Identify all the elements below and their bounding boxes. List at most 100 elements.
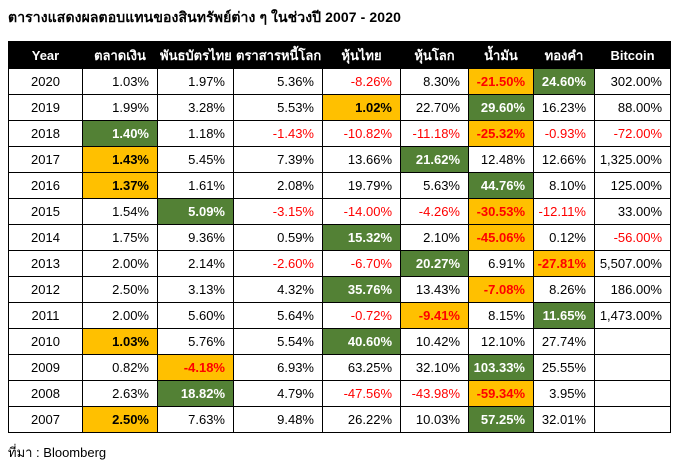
value-cell: 3.13% — [157, 276, 234, 303]
year-cell: 2015 — [8, 198, 83, 225]
table-row: 2019 1.99% 3.28% 5.53% 1.02% 22.70% 29.60% 16.2… — [8, 94, 671, 121]
value-cell: 35.76% — [322, 276, 401, 303]
value-cell: 19.79% — [322, 172, 401, 199]
value-cell: -25.32% — [468, 120, 534, 147]
value-cell: 0.12% — [533, 224, 595, 251]
value-cell: 1.54% — [82, 198, 158, 225]
value-cell: 5,507.00% — [594, 250, 671, 277]
year-cell: 2017 — [8, 146, 83, 173]
source-note: ที่มา : Bloomberg — [8, 445, 107, 460]
value-cell: -4.18% — [157, 354, 234, 381]
value-cell — [594, 406, 671, 433]
value-cell: 3.95% — [533, 380, 595, 407]
value-cell: 18.82% — [157, 380, 234, 407]
column-header: Year — [8, 41, 83, 69]
value-cell: 16.23% — [533, 94, 595, 121]
table-row: 2012 2.50% 3.13% 4.32% 35.76% 13.43% -7.08% 8.2… — [8, 276, 671, 303]
value-cell: 10.03% — [400, 406, 469, 433]
value-cell: 2.00% — [82, 250, 158, 277]
table-row: 2018 1.40% 1.18% -1.43% -10.82% -11.18% -25.32… — [8, 120, 671, 147]
value-cell: 32.10% — [400, 354, 469, 381]
value-cell: 8.30% — [400, 68, 469, 95]
value-cell: -10.82% — [322, 120, 401, 147]
value-cell: 302.00% — [594, 68, 671, 95]
value-cell: 125.00% — [594, 172, 671, 199]
value-cell: 1.61% — [157, 172, 234, 199]
value-cell: 8.15% — [468, 302, 534, 329]
value-cell: 5.36% — [233, 68, 323, 95]
value-cell: -47.56% — [322, 380, 401, 407]
value-cell: -30.53% — [468, 198, 534, 225]
table-row: 2015 1.54% 5.09% -3.15% -14.00% -4.26% -30.53%… — [8, 198, 671, 225]
year-cell: 2018 — [8, 120, 83, 147]
value-cell: 1.99% — [82, 94, 158, 121]
value-cell: 186.00% — [594, 276, 671, 303]
value-cell: 33.00% — [594, 198, 671, 225]
value-cell: -56.00% — [594, 224, 671, 251]
table-row: 2017 1.43% 5.45% 7.39% 13.66% 21.62% 12.48% 12.… — [8, 146, 671, 173]
value-cell: 25.55% — [533, 354, 595, 381]
year-cell: 2016 — [8, 172, 83, 199]
value-cell: -8.26% — [322, 68, 401, 95]
value-cell: 4.79% — [233, 380, 323, 407]
value-cell: 0.82% — [82, 354, 158, 381]
value-cell: 20.27% — [400, 250, 469, 277]
value-cell: 13.43% — [400, 276, 469, 303]
year-cell: 2008 — [8, 380, 83, 407]
table-title: ตารางแสดงผลตอบแทนของสินทรัพย์ต่าง ๆ ในช่… — [8, 9, 401, 25]
year-cell: 2020 — [8, 68, 83, 95]
year-cell: 2009 — [8, 354, 83, 381]
value-cell — [594, 328, 671, 355]
value-cell: 5.60% — [157, 302, 234, 329]
value-cell: 12.66% — [533, 146, 595, 173]
value-cell: 5.64% — [233, 302, 323, 329]
table-row: 2016 1.37% 1.61% 2.08% 19.79% 5.63% 44.76% 8.10… — [8, 172, 671, 199]
value-cell: 2.10% — [400, 224, 469, 251]
value-cell: 4.32% — [233, 276, 323, 303]
column-header: ทองคำ — [533, 41, 595, 69]
value-cell: 12.10% — [468, 328, 534, 355]
column-header: ตลาดเงิน — [82, 41, 158, 69]
table-row: 2009 0.82% -4.18% 6.93% 63.25% 32.10% 103.33% 2… — [8, 354, 671, 381]
column-header: น้ำมัน — [468, 41, 534, 69]
year-cell: 2013 — [8, 250, 83, 277]
value-cell: 1.75% — [82, 224, 158, 251]
value-cell: 32.01% — [533, 406, 595, 433]
value-cell: 15.32% — [322, 224, 401, 251]
value-cell: 5.09% — [157, 198, 234, 225]
value-cell: 27.74% — [533, 328, 595, 355]
value-cell: -3.15% — [233, 198, 323, 225]
value-cell: 1,325.00% — [594, 146, 671, 173]
table-row: 2007 2.50% 7.63% 9.48% 26.22% 10.03% 57.25% 32.… — [8, 406, 671, 433]
value-cell: 0.59% — [233, 224, 323, 251]
value-cell: 10.42% — [400, 328, 469, 355]
value-cell: -45.06% — [468, 224, 534, 251]
table-row: 2008 2.63% 18.82% 4.79% -47.56% -43.98% -59.34… — [8, 380, 671, 407]
year-cell: 2011 — [8, 302, 83, 329]
value-cell: -7.08% — [468, 276, 534, 303]
value-cell: 1,473.00% — [594, 302, 671, 329]
value-cell: 6.91% — [468, 250, 534, 277]
value-cell: -27.81% — [533, 250, 595, 277]
column-header: ตราสารหนี้โลก — [233, 41, 323, 69]
value-cell: 29.60% — [468, 94, 534, 121]
value-cell: -59.34% — [468, 380, 534, 407]
value-cell: 63.25% — [322, 354, 401, 381]
value-cell: -11.18% — [400, 120, 469, 147]
value-cell: 8.10% — [533, 172, 595, 199]
value-cell: 5.53% — [233, 94, 323, 121]
value-cell: 21.62% — [400, 146, 469, 173]
value-cell: -2.60% — [233, 250, 323, 277]
value-cell: 2.14% — [157, 250, 234, 277]
value-cell: 7.63% — [157, 406, 234, 433]
value-cell: 9.48% — [233, 406, 323, 433]
column-header: หุ้นไทย — [322, 41, 401, 69]
value-cell: -1.43% — [233, 120, 323, 147]
value-cell: 6.93% — [233, 354, 323, 381]
value-cell: -0.72% — [322, 302, 401, 329]
table-row: 2013 2.00% 2.14% -2.60% -6.70% 20.27% 6.91% -27… — [8, 250, 671, 277]
column-header: พันธบัตรไทย — [157, 41, 234, 69]
value-cell: 2.50% — [82, 406, 158, 433]
value-cell: 88.00% — [594, 94, 671, 121]
